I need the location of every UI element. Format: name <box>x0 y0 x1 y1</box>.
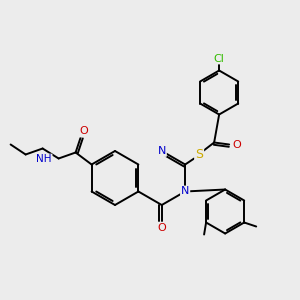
Text: O: O <box>158 223 166 233</box>
Text: Cl: Cl <box>214 53 225 64</box>
Text: O: O <box>79 127 88 136</box>
Text: N: N <box>158 146 166 156</box>
Text: S: S <box>195 148 203 161</box>
Text: O: O <box>233 140 242 149</box>
Text: NH: NH <box>36 154 52 164</box>
Text: N: N <box>181 187 189 196</box>
